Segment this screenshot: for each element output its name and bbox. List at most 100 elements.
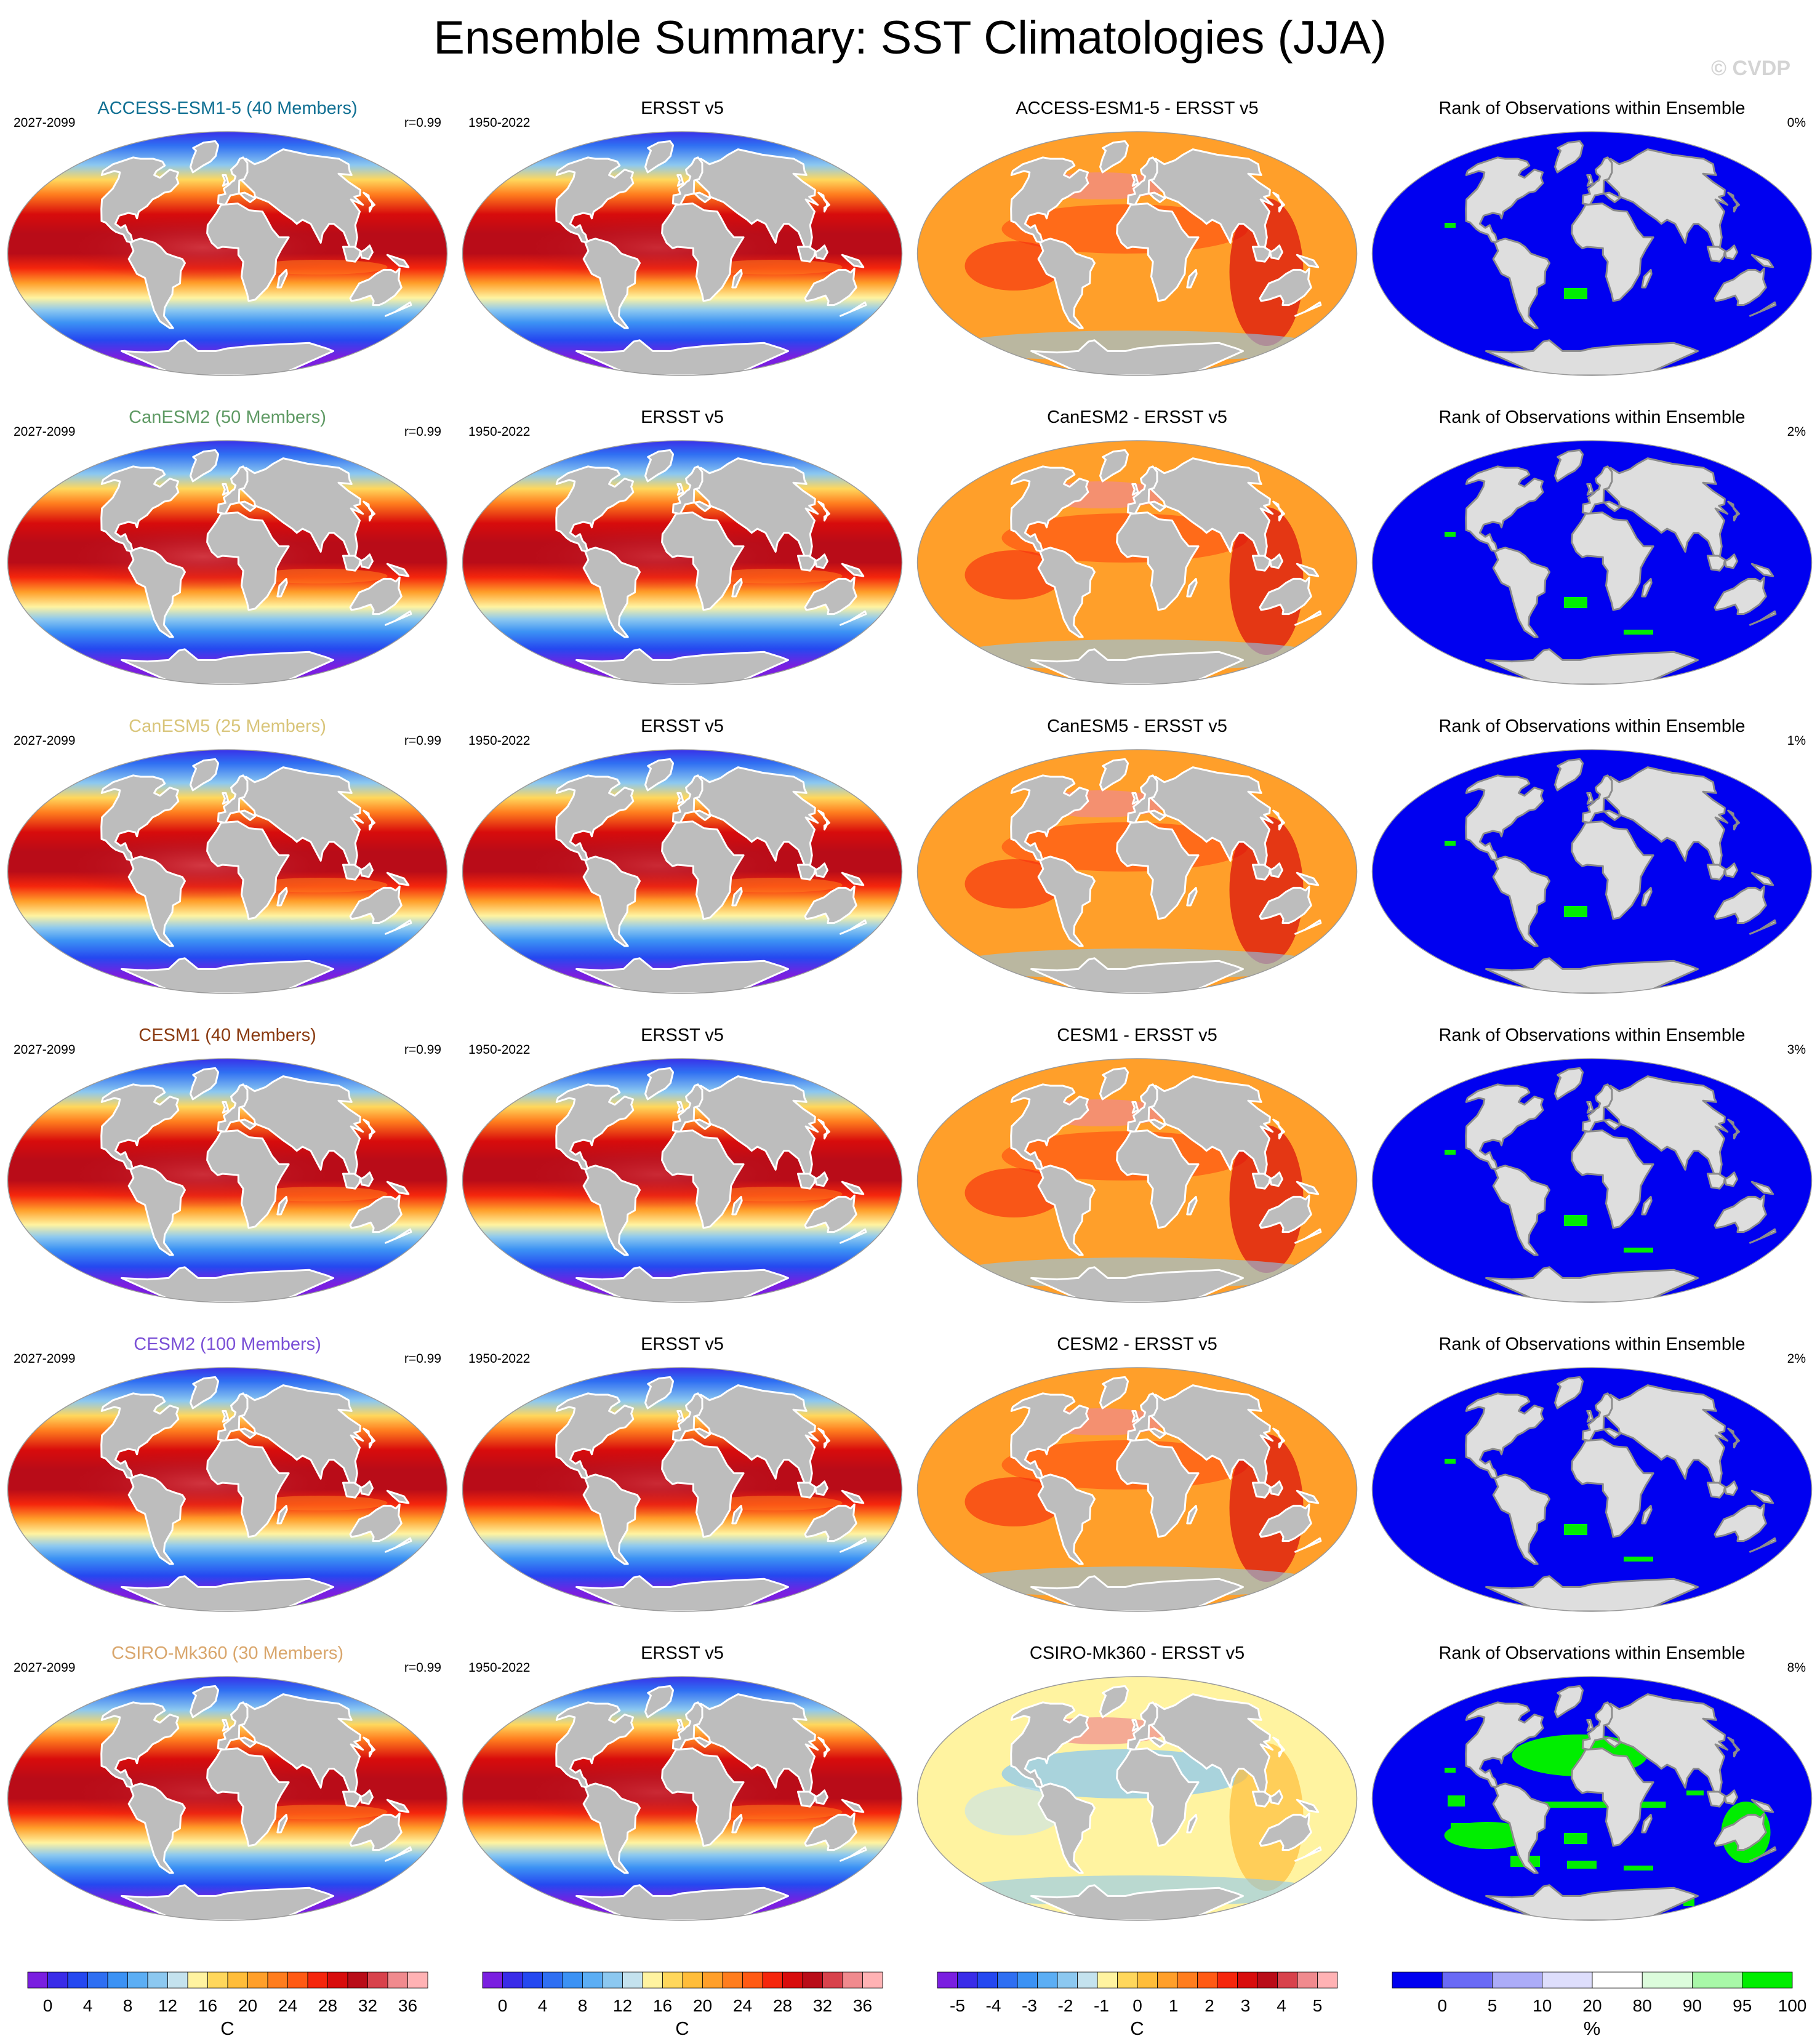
model-title: CSIRO-Mk360 (30 Members)	[111, 1643, 344, 1663]
colorbar-swatch	[762, 1971, 783, 1989]
colorbar-swatch	[622, 1971, 643, 1989]
model-sst-map-1	[7, 131, 448, 376]
colorbar-swatch	[1017, 1971, 1038, 1989]
obs-period: 1950-2022	[468, 1043, 531, 1057]
colorbar-swatch	[782, 1971, 803, 1989]
colorbar-swatch	[1492, 1971, 1543, 1989]
colorbar-swatch	[1257, 1971, 1278, 1989]
model-title: CESM2 (100 Members)	[134, 1334, 321, 1354]
rank-map-panel-2: Rank of Observations within Ensemble 2%	[1365, 395, 1819, 704]
colorbar-swatch	[582, 1971, 603, 1989]
colorbar-unit: C	[220, 2018, 235, 2039]
colorbar-unit: C	[675, 2018, 689, 2039]
colorbar-swatch	[1592, 1971, 1643, 1989]
obs-sst-map-1	[462, 131, 903, 376]
colorbar-tick-label: -4	[986, 1996, 1001, 2015]
colorbar-tick-label: -3	[1022, 1996, 1037, 2015]
model-sst-map-panel-1: ACCESS-ESM1-5 (40 Members) 2027-2099 r=0.9…	[0, 86, 455, 395]
pattern-correlation: r=0.99	[404, 1352, 441, 1366]
colorbar-swatch	[1642, 1971, 1693, 1989]
model-sst-map-5	[7, 1367, 448, 1612]
colorbar-tick-label: 0	[1437, 1996, 1447, 2015]
colorbar-swatch	[367, 1971, 388, 1989]
colorbar-tick-label: 32	[813, 1996, 832, 2015]
difference-map-panel-2: CanESM2 - ERSST v5	[910, 395, 1365, 704]
difference-map-5	[916, 1367, 1358, 1612]
figure-title: Ensemble Summary: SST Climatologies (JJA…	[433, 12, 1387, 64]
colorbar-swatch	[1057, 1971, 1078, 1989]
colorbar-swatch	[1277, 1971, 1298, 1989]
obs-sst-map-panel-6: ERSST v5 1950-2022	[455, 1631, 910, 1940]
difference-title: CanESM2 - ERSST v5	[1047, 407, 1227, 427]
colorbar-tick-label: 3	[1241, 1996, 1251, 2015]
model-period: 2027-2099	[14, 116, 76, 130]
colorbar-swatch	[147, 1971, 168, 1989]
model-period: 2027-2099	[14, 1043, 76, 1057]
colorbar-swatch	[407, 1971, 428, 1989]
difference-map-panel-5: CESM2 - ERSST v5	[910, 1322, 1365, 1631]
rank-map-4	[1371, 1058, 1813, 1303]
colorbar-swatch	[562, 1971, 583, 1989]
colorbar-swatch	[1237, 1971, 1258, 1989]
colorbar-tick-label: 12	[158, 1996, 177, 2015]
colorbar-swatch	[642, 1971, 663, 1989]
colorbar-swatch	[522, 1971, 543, 1989]
rank-percent: 2%	[1787, 425, 1806, 439]
colorbar-swatch	[107, 1971, 128, 1989]
colorbar-swatch	[67, 1971, 88, 1989]
difference-title: CanESM5 - ERSST v5	[1047, 716, 1227, 736]
rank-map-panel-5: Rank of Observations within Ensemble 2%	[1365, 1322, 1819, 1631]
colorbar-tick-label: 8	[578, 1996, 588, 2015]
model-title: ACCESS-ESM1-5 (40 Members)	[97, 98, 358, 118]
difference-title: CSIRO-Mk360 - ERSST v5	[1029, 1643, 1245, 1663]
obs-title: ERSST v5	[641, 716, 724, 736]
model-period: 2027-2099	[14, 734, 76, 748]
colorbar-tick-label: 16	[198, 1996, 217, 2015]
colorbar-unit: C	[1130, 2018, 1144, 2039]
colorbar-swatch	[957, 1971, 978, 1989]
model-period: 2027-2099	[14, 1352, 76, 1366]
colorbar-swatch	[722, 1971, 743, 1989]
colorbar-swatch	[1742, 1971, 1793, 1989]
colorbar-swatch	[742, 1971, 763, 1989]
model-title: CESM1 (40 Members)	[138, 1025, 316, 1045]
colorbar-tick-label: 1	[1169, 1996, 1179, 2015]
colorbar-swatch	[662, 1971, 683, 1989]
colorbar-swatch	[482, 1971, 503, 1989]
colorbar-4: 0 5 10 20 80 90 95 100%	[1365, 1967, 1819, 2041]
colorbar-swatch	[207, 1971, 228, 1989]
colorbar-swatch	[977, 1971, 998, 1989]
colorbar-tick-label: 0	[498, 1996, 508, 2015]
colorbar-swatch	[1037, 1971, 1058, 1989]
rank-map-panel-3: Rank of Observations within Ensemble 1%	[1365, 704, 1819, 1013]
colorbar-3: -5 -4 -3 -2 -1 0 1 2 3 4 5 C	[910, 1967, 1365, 2041]
colorbar-swatch	[1137, 1971, 1158, 1989]
obs-period: 1950-2022	[468, 734, 531, 748]
colorbar-swatch	[267, 1971, 288, 1989]
difference-title: CESM1 - ERSST v5	[1057, 1025, 1217, 1045]
obs-period: 1950-2022	[468, 116, 531, 130]
pattern-correlation: r=0.99	[404, 1043, 441, 1057]
colorbar-tick-label: 80	[1633, 1996, 1652, 2015]
colorbar-swatch	[1441, 1971, 1493, 1989]
colorbar-swatch	[307, 1971, 328, 1989]
colorbar-swatch	[87, 1971, 108, 1989]
obs-sst-map-panel-4: ERSST v5 1950-2022	[455, 1013, 910, 1322]
colorbar-tick-label: 20	[693, 1996, 712, 2015]
obs-period: 1950-2022	[468, 425, 531, 439]
colorbar-swatch	[387, 1971, 408, 1989]
colorbar-swatch	[1317, 1971, 1338, 1989]
pattern-correlation: r=0.99	[404, 425, 441, 439]
obs-title: ERSST v5	[641, 1643, 724, 1663]
colorbar-tick-label: 32	[358, 1996, 377, 2015]
colorbar-swatch	[1197, 1971, 1218, 1989]
colorbar-tick-label: 0	[1132, 1996, 1142, 2015]
colorbar-swatch	[1692, 1971, 1743, 1989]
pattern-correlation: r=0.99	[404, 1661, 441, 1675]
obs-sst-map-5	[462, 1367, 903, 1612]
difference-map-1	[916, 131, 1358, 376]
colorbar-tick-label: 90	[1683, 1996, 1702, 2015]
colorbar-tick-label: 5	[1313, 1996, 1323, 2015]
difference-map-2	[916, 440, 1358, 685]
colorbar-swatch	[187, 1971, 208, 1989]
